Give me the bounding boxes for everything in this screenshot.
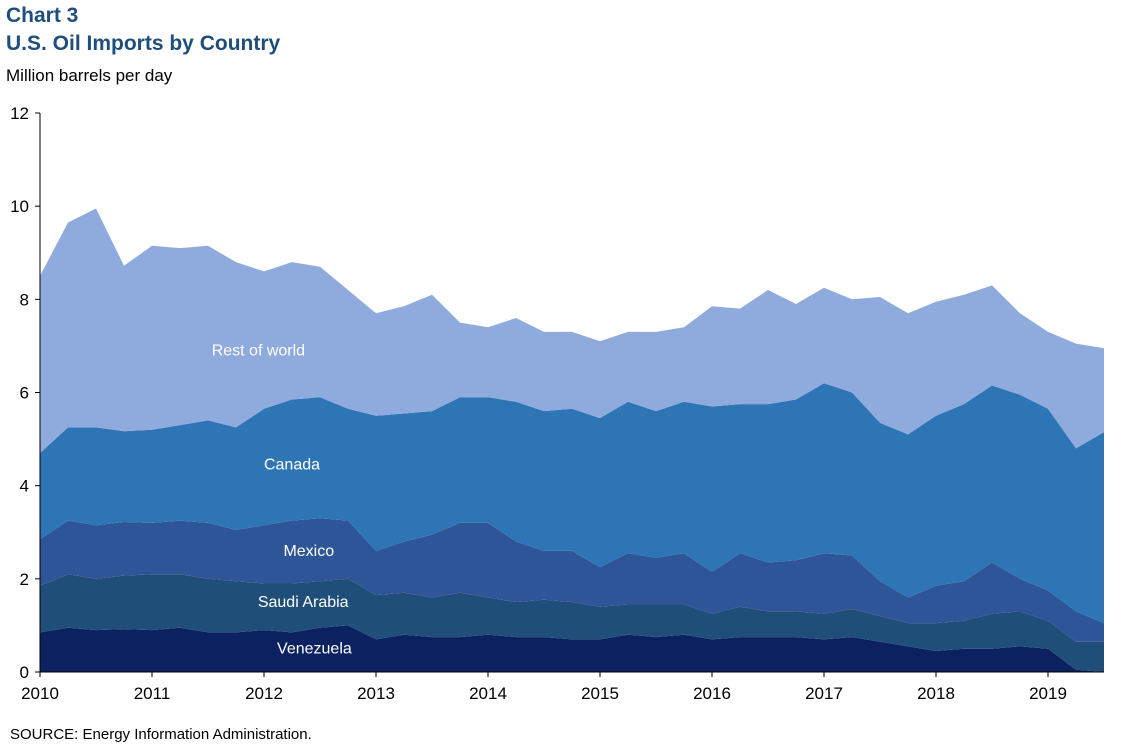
- x-tick-label: 2010: [21, 684, 59, 703]
- chart-title: U.S. Oil Imports by Country: [6, 32, 281, 55]
- chart-header: Chart 3 U.S. Oil Imports by Country: [6, 2, 280, 58]
- y-tick-label: 2: [20, 570, 29, 589]
- y-tick-label: 8: [20, 290, 29, 309]
- series-label-saudi-arabia: Saudi Arabia: [258, 594, 349, 611]
- area-rest-of-world: [40, 208, 1104, 454]
- y-tick-label: 6: [20, 384, 29, 403]
- x-tick-label: 2011: [134, 684, 171, 703]
- y-tick-label: 10: [10, 197, 29, 216]
- area-mexico: [40, 518, 1104, 642]
- series-label-mexico: Mexico: [283, 543, 334, 560]
- series-label-rest-of-world: Rest of world: [212, 343, 305, 360]
- y-tick-label: 0: [20, 663, 29, 682]
- series-label-venezuela: Venezuela: [277, 641, 352, 658]
- series-labels-group: Rest of world Canada Mexico Saudi Arabia Ven…: [212, 343, 352, 658]
- series-label-canada: Canada: [264, 457, 320, 474]
- x-tick-label: 2018: [917, 684, 955, 703]
- y-tick-label: 12: [10, 104, 29, 123]
- x-tick-label: 2014: [469, 684, 507, 703]
- x-tick-label: 2016: [693, 684, 731, 703]
- area-saudi-arabia: [40, 574, 1104, 672]
- area-series-group: [40, 208, 1104, 672]
- axes-group: 0 2 4 6 8 10 12 2010 2011 2012 2013 2014 2015 2016 201…: [10, 104, 1104, 703]
- x-tick-label: 2015: [581, 684, 619, 703]
- chart-number: Chart 3: [6, 4, 79, 27]
- y-tick-label: 4: [20, 477, 29, 496]
- y-axis-units-label: Million barrels per day: [6, 66, 173, 85]
- x-tick-label: 2019: [1029, 684, 1067, 703]
- x-tick-label: 2017: [805, 684, 843, 703]
- area-canada: [40, 383, 1104, 624]
- x-tick-label: 2012: [245, 684, 283, 703]
- source-note: SOURCE: Energy Information Administratio…: [10, 726, 312, 743]
- area-venezuela: [40, 625, 1104, 672]
- x-tick-label: 2013: [357, 684, 395, 703]
